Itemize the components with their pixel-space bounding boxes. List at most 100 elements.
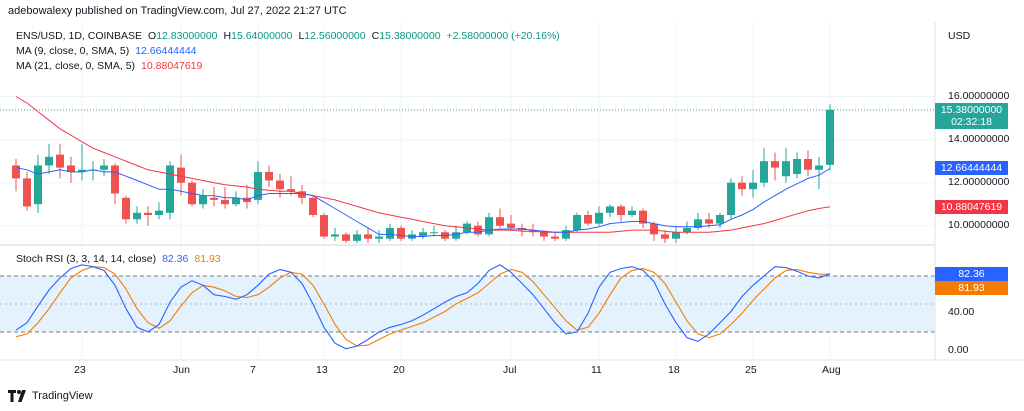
candle xyxy=(177,154,185,196)
candle xyxy=(287,176,295,196)
candle xyxy=(716,212,724,228)
candle-body xyxy=(364,234,372,239)
candle xyxy=(133,206,141,224)
candle-body xyxy=(254,171,262,200)
candle-body xyxy=(298,191,306,198)
ohlc-legend[interactable]: ENS/USD, 1D, COINBASE O12.83000000 H15.640… xyxy=(16,30,566,42)
candle-body xyxy=(111,165,119,194)
symbol-label[interactable]: ENS/USD, 1D, COINBASE xyxy=(16,30,143,42)
price-tick-label: 10.00000000 xyxy=(948,218,1010,231)
candle-body xyxy=(452,232,460,239)
candle xyxy=(452,225,460,241)
candle-body xyxy=(342,234,350,241)
candle xyxy=(694,212,702,231)
candle xyxy=(595,206,603,226)
candle xyxy=(375,230,383,243)
candle xyxy=(254,161,262,205)
high-value: 15.64000000 xyxy=(231,30,293,42)
candle xyxy=(353,230,361,243)
candle xyxy=(243,184,251,209)
currency-label: USD xyxy=(948,30,971,42)
candle-body xyxy=(397,227,405,239)
candle-body xyxy=(716,215,724,224)
candle-body xyxy=(177,167,185,183)
candle xyxy=(573,212,581,233)
low-label: L xyxy=(298,30,305,42)
candle xyxy=(804,150,812,177)
candle xyxy=(749,169,757,198)
candle xyxy=(78,143,86,181)
candle-body xyxy=(265,171,273,181)
candle xyxy=(12,159,20,192)
candle-body xyxy=(232,197,240,205)
time-tick-label: 11 xyxy=(591,364,602,376)
candle xyxy=(232,191,240,207)
candle-body xyxy=(320,215,328,237)
ma21-legend-label: MA (21, close, 0, SMA, 5) xyxy=(16,60,136,72)
candle-body xyxy=(430,232,438,234)
ma21-line xyxy=(15,96,831,233)
close-value: 15.38000000 xyxy=(379,30,441,42)
candle-body xyxy=(496,217,504,226)
time-tick-label: 18 xyxy=(668,364,680,376)
candle-body xyxy=(782,161,790,177)
candle xyxy=(298,184,306,205)
low-value: 12.56000000 xyxy=(304,30,366,42)
ma9-legend[interactable]: MA (9, close, 0, SMA, 5) 12.66444444 xyxy=(16,45,203,57)
candle-body xyxy=(331,234,339,237)
candle-body xyxy=(760,161,768,183)
close-label: C xyxy=(371,30,380,42)
candle xyxy=(661,230,669,243)
candle xyxy=(760,148,768,187)
candle xyxy=(815,156,823,190)
last-price-value: 15.38000000 xyxy=(940,103,1003,116)
candle-body xyxy=(419,232,427,237)
candle-body xyxy=(705,219,713,224)
candle xyxy=(639,208,647,228)
candle xyxy=(320,212,328,239)
candle-body xyxy=(287,189,295,192)
candle xyxy=(34,154,42,213)
candle-body xyxy=(507,223,515,228)
high-label: H xyxy=(223,30,232,42)
candle xyxy=(397,225,405,241)
candle xyxy=(826,104,834,171)
stoch-rsi-k-value: 82.36 xyxy=(162,253,189,265)
candle xyxy=(738,176,746,196)
tradingview-logo[interactable]: TradingView xyxy=(8,390,93,402)
candle-body xyxy=(738,182,746,190)
candle xyxy=(485,212,493,237)
candle-body xyxy=(639,210,647,224)
candle-body xyxy=(683,227,691,233)
stoch-rsi-d-value: 81.93 xyxy=(194,253,221,265)
candle-body xyxy=(122,197,130,220)
candle xyxy=(89,161,97,181)
candle xyxy=(672,225,680,243)
candle-body xyxy=(793,159,801,175)
candle-body xyxy=(727,182,735,215)
candle-body xyxy=(573,215,581,231)
stoch-rsi-k-tag: 82.36 xyxy=(935,266,1008,281)
candle-body xyxy=(210,197,218,200)
time-tick-label: 25 xyxy=(745,364,757,376)
stoch-rsi-legend[interactable]: Stoch RSI (3, 3, 14, 14, close) 82.36 81.9… xyxy=(16,253,227,265)
candle xyxy=(430,225,438,237)
candle-body xyxy=(551,236,559,239)
candle-body xyxy=(386,227,394,239)
candle-body xyxy=(45,156,53,166)
candle-body xyxy=(309,197,317,215)
price-tick-label: 14.00000000 xyxy=(948,132,1010,145)
candle xyxy=(199,189,207,209)
ma21-legend[interactable]: MA (21, close, 0, SMA, 5) 10.88047619 xyxy=(16,60,208,72)
candle-body xyxy=(584,215,592,224)
last-price-tag: 15.38000000 02:32:18 xyxy=(935,102,1008,129)
ma9-legend-value: 12.66444444 xyxy=(135,45,197,57)
price-tick-label: 12.00000000 xyxy=(948,175,1010,188)
candle-body xyxy=(155,210,163,215)
candle-body xyxy=(276,180,284,190)
candle xyxy=(56,143,64,179)
ma21-legend-value: 10.88047619 xyxy=(141,60,203,72)
time-tick-label: 23 xyxy=(74,364,86,376)
stoch-rsi-d-line xyxy=(15,266,831,347)
